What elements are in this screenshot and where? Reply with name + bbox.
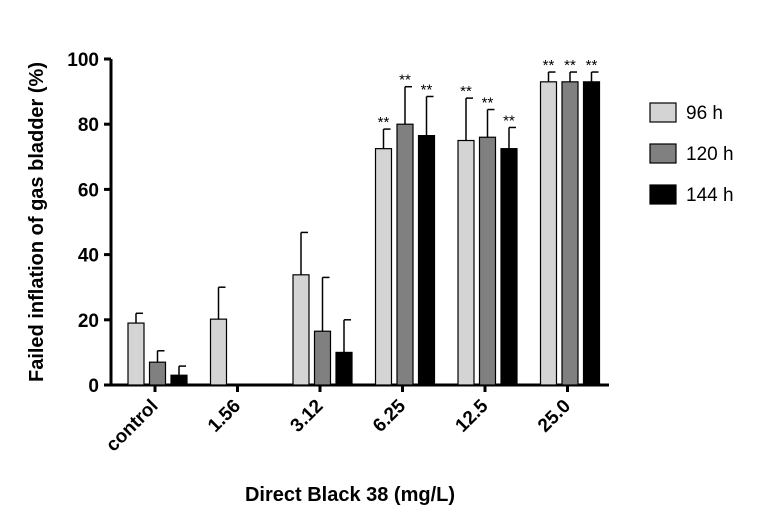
legend-label: 96 h <box>686 103 723 124</box>
significance-label: ** <box>421 81 433 98</box>
y-tick-label: 20 <box>78 311 99 332</box>
legend-swatch <box>649 184 677 205</box>
y-tick-label: 0 <box>88 376 99 397</box>
legend: 96 h 120 h 144 h <box>649 102 734 206</box>
bar <box>127 322 145 386</box>
bar <box>292 274 310 386</box>
plot-area: 0 20 40 60 80 100 control 1.56 3.12 ** ** ** 6.25 ** *… <box>67 50 609 456</box>
bar <box>539 81 558 386</box>
y-tick-label: 80 <box>78 115 99 136</box>
bar <box>561 81 579 386</box>
x-tick-label: 25.0 <box>534 396 575 437</box>
significance-label: ** <box>586 57 598 74</box>
y-axis-title: Failed inflation of gas bladder (%) <box>26 62 48 382</box>
x-tick-label: control <box>102 396 162 456</box>
y-tick-label: 60 <box>78 180 99 201</box>
significance-label: ** <box>460 83 472 100</box>
bar <box>457 139 475 386</box>
x-tick-label: 3.12 <box>287 396 328 437</box>
significance-label: ** <box>564 57 576 74</box>
significance-label: ** <box>482 95 494 112</box>
x-axis-title: Direct Black 38 (mg/L) <box>245 484 455 506</box>
y-tick-label: 40 <box>78 246 99 267</box>
bar <box>170 374 188 386</box>
x-tick-label: 6.25 <box>369 395 410 436</box>
bar <box>148 361 167 386</box>
bar <box>500 148 518 386</box>
legend-label: 144 h <box>686 185 734 206</box>
significance-label: ** <box>543 57 555 74</box>
bar <box>582 81 601 386</box>
legend-swatch <box>649 143 677 164</box>
legend-swatch <box>649 102 677 123</box>
x-tick-label: 12.5 <box>452 395 493 436</box>
bar <box>209 318 228 386</box>
legend-label: 120 h <box>686 144 734 165</box>
significance-label: ** <box>378 114 390 131</box>
bar <box>417 135 436 386</box>
bar <box>313 330 332 386</box>
x-tick-label: 1.56 <box>204 396 245 437</box>
significance-label: ** <box>399 72 411 89</box>
significance-label: ** <box>503 112 515 129</box>
bar <box>374 148 393 386</box>
y-tick-label: 100 <box>67 50 99 71</box>
bar <box>478 136 497 386</box>
bar <box>335 351 353 386</box>
bar <box>396 123 414 386</box>
